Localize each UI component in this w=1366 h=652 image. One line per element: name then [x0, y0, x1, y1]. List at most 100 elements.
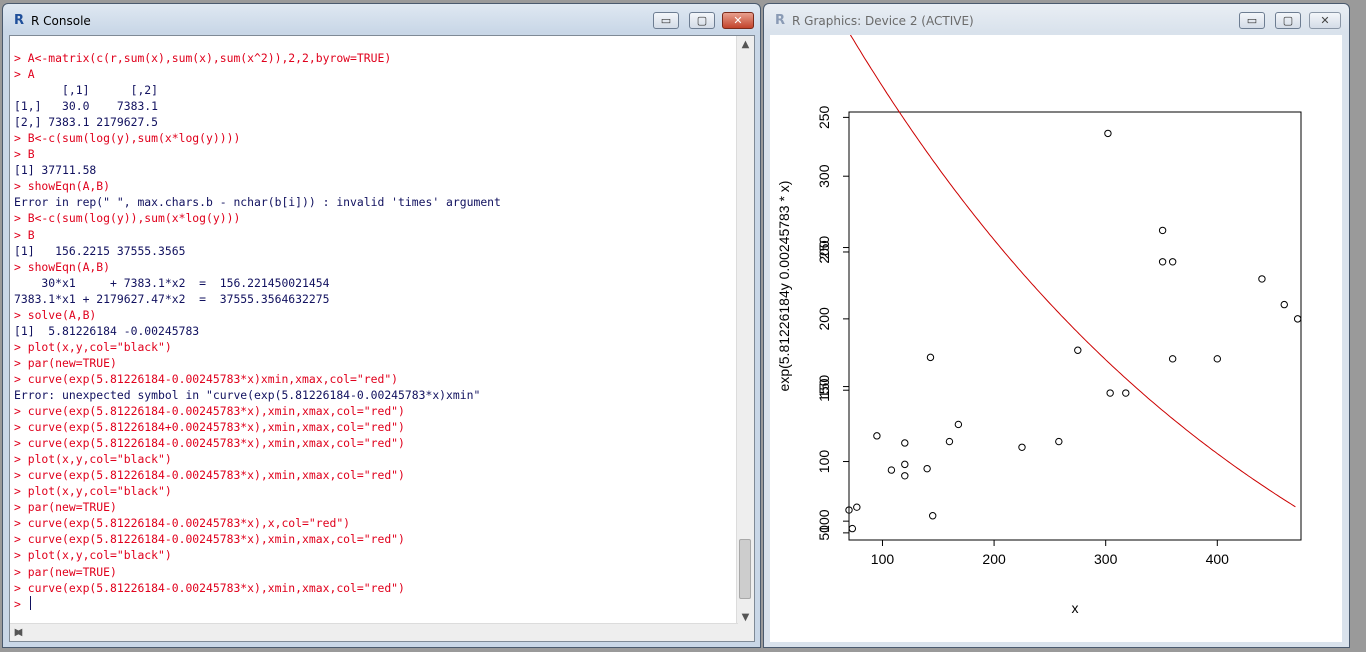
console-command-line: > curve(exp(5.81226184-0.00245783*x),xmi… [14, 532, 405, 547]
x-axis-label: x [1072, 600, 1079, 616]
data-point [929, 512, 937, 520]
data-point [873, 432, 881, 440]
y-tick-label: 100 [816, 509, 832, 533]
console-command-line: > B<-c(sum(log(y),sum(x*log(y)))) [14, 131, 241, 146]
console-command-line: > showEqn(A,B) [14, 179, 111, 194]
data-point [845, 506, 853, 514]
console-command-line: > A<-matrix(c(r,sum(x),sum(x),sum(x^2)),… [14, 51, 392, 65]
data-point [1158, 258, 1167, 266]
maximize-button[interactable]: ▢ [1275, 12, 1301, 29]
console-command-line: > plot(x,y,col="black") [14, 484, 172, 499]
console-command-line: > showEqn(A,B) [14, 259, 111, 274]
console-command-line: > plot(x,y,col="black") [14, 548, 172, 563]
vertical-scrollbar[interactable]: ▲ ▼ [736, 36, 754, 626]
x-tick-label: 300 [1094, 551, 1118, 567]
console-output-area[interactable]: > A<-matrix(c(r,sum(x),sum(x),sum(x^2)),… [9, 35, 755, 642]
console-command-line: > B [14, 227, 35, 242]
text-caret [29, 595, 31, 610]
console-command-line: > plot(x,y,col="black") [14, 452, 172, 467]
data-point [887, 466, 896, 474]
data-point [1213, 355, 1221, 363]
data-point [1018, 443, 1026, 451]
console-output-line: Error: unexpected symbol in "curve(exp(5… [14, 387, 481, 402]
console-output-line: [1] 156.2215 37555.3565 [14, 243, 186, 258]
console-command-line: > B [14, 147, 35, 162]
horizontal-scrollbar[interactable]: ◀ ▶ [10, 623, 738, 641]
y-axis-label: exp(5.81226184y 0.00245783 * x) [776, 181, 792, 392]
x-tick-label: 200 [982, 551, 1006, 567]
y-tick-label: 200 [816, 307, 832, 331]
x-tick-label: 400 [1206, 551, 1230, 567]
console-command-line: > A [14, 67, 35, 82]
console-command-line: > par(new=TRUE) [14, 564, 117, 579]
console-output-line: 7383.1*x1 + 2179627.47*x2 = 37555.356463… [14, 291, 330, 306]
console-output-line: [1] 5.81226184 -0.00245783 [14, 323, 200, 338]
data-point [1280, 300, 1288, 309]
maximize-button[interactable]: ▢ [689, 12, 715, 29]
console-command-line: > B<-c(sum(log(y)),sum(x*log(y))) [14, 211, 241, 226]
y-tick-label: 200 [816, 240, 832, 264]
scatter-plot: 100 200 300 400x501001502002503001001502002… [776, 35, 1302, 616]
fitted-curve [849, 35, 1296, 508]
y-tick-label: 250 [816, 105, 832, 129]
r-logo-icon: R [774, 13, 785, 28]
data-point [926, 353, 935, 362]
r-graphics-window: R R Graphics: Device 2 (ACTIVE) ▭ ▢ ✕ 10… [763, 3, 1350, 648]
r-logo-icon: R [13, 13, 24, 28]
scroll-down-icon[interactable]: ▼ [741, 612, 750, 623]
minimize-button[interactable]: ▭ [1239, 12, 1265, 29]
prompt-symbol: > [14, 596, 28, 611]
y-tick-label: 250 [816, 236, 832, 260]
scroll-right-icon[interactable]: ▶ [14, 627, 23, 638]
console-output-line: [2,] 7383.1 2179627.5 [14, 115, 159, 130]
data-point [1055, 437, 1063, 446]
console-titlebar[interactable]: R R Console ▭ ▢ ✕ [3, 4, 760, 34]
data-point [1158, 226, 1167, 235]
data-point [1168, 258, 1177, 266]
console-text[interactable]: > A<-matrix(c(r,sum(x),sum(x),sum(x^2)),… [14, 50, 734, 622]
y-tick-label: 50 [816, 525, 832, 541]
y-tick-label: 300 [816, 164, 832, 188]
data-point [901, 460, 909, 469]
data-point [1168, 355, 1177, 363]
data-point [1106, 389, 1114, 397]
data-point [1258, 275, 1266, 283]
data-point [853, 503, 861, 511]
console-prompt[interactable]: > [14, 595, 734, 612]
console-command-line: > plot(x,y,col="black") [14, 339, 172, 354]
scroll-thumb[interactable] [739, 539, 751, 599]
scroll-up-icon[interactable]: ▲ [741, 39, 750, 50]
graphics-titlebar[interactable]: R R Graphics: Device 2 (ACTIVE) ▭ ▢ ✕ [764, 4, 1349, 34]
data-point [1122, 389, 1130, 397]
r-console-window: R R Console ▭ ▢ ✕ > A<-matrix(c(r,sum(x)… [2, 3, 761, 648]
close-button[interactable]: ✕ [1309, 12, 1341, 29]
y-tick-label: 150 [816, 375, 832, 399]
console-command-line: > curve(exp(5.81226184-0.00245783*x),xmi… [14, 580, 405, 595]
console-command-line: > par(new=TRUE) [14, 500, 117, 515]
console-command-line: > curve(exp(5.81226184-0.00245783*x),xmi… [14, 436, 405, 451]
console-command-line: > curve(exp(5.81226184-0.00245783*x)xmin… [14, 371, 399, 386]
close-button[interactable]: ✕ [722, 12, 754, 29]
resize-grip-icon[interactable] [737, 624, 754, 641]
data-point [1074, 346, 1082, 354]
data-point [901, 439, 909, 447]
console-output-line: [1,] 30.0 7383.1 [14, 99, 159, 114]
console-command-line: > curve(exp(5.81226184-0.00245783*x),xmi… [14, 468, 405, 483]
minimize-button[interactable]: ▭ [653, 12, 679, 29]
data-point [1293, 315, 1302, 323]
data-point [901, 472, 909, 480]
x-tick-label: 100 [871, 551, 895, 567]
console-command-line: > solve(A,B) [14, 307, 97, 322]
console-command-line: > curve(exp(5.81226184-0.00245783*x),xmi… [14, 404, 405, 419]
graphics-title: R Graphics: Device 2 (ACTIVE) [792, 14, 974, 28]
data-point [1104, 129, 1112, 138]
y-tick-label: 150 [816, 378, 832, 402]
data-point [923, 464, 931, 473]
console-output-line: Error in rep(" ", max.chars.b - nchar(b[… [14, 195, 501, 210]
console-command-line: > par(new=TRUE) [14, 355, 117, 370]
scroll-left-icon[interactable]: ◀ [14, 627, 23, 638]
data-point [945, 437, 954, 446]
y-tick-label: 100 [816, 450, 832, 474]
console-title: R Console [31, 14, 91, 28]
console-output-line: 30*x1 + 7383.1*x2 = 156.221450021454 [14, 275, 330, 290]
